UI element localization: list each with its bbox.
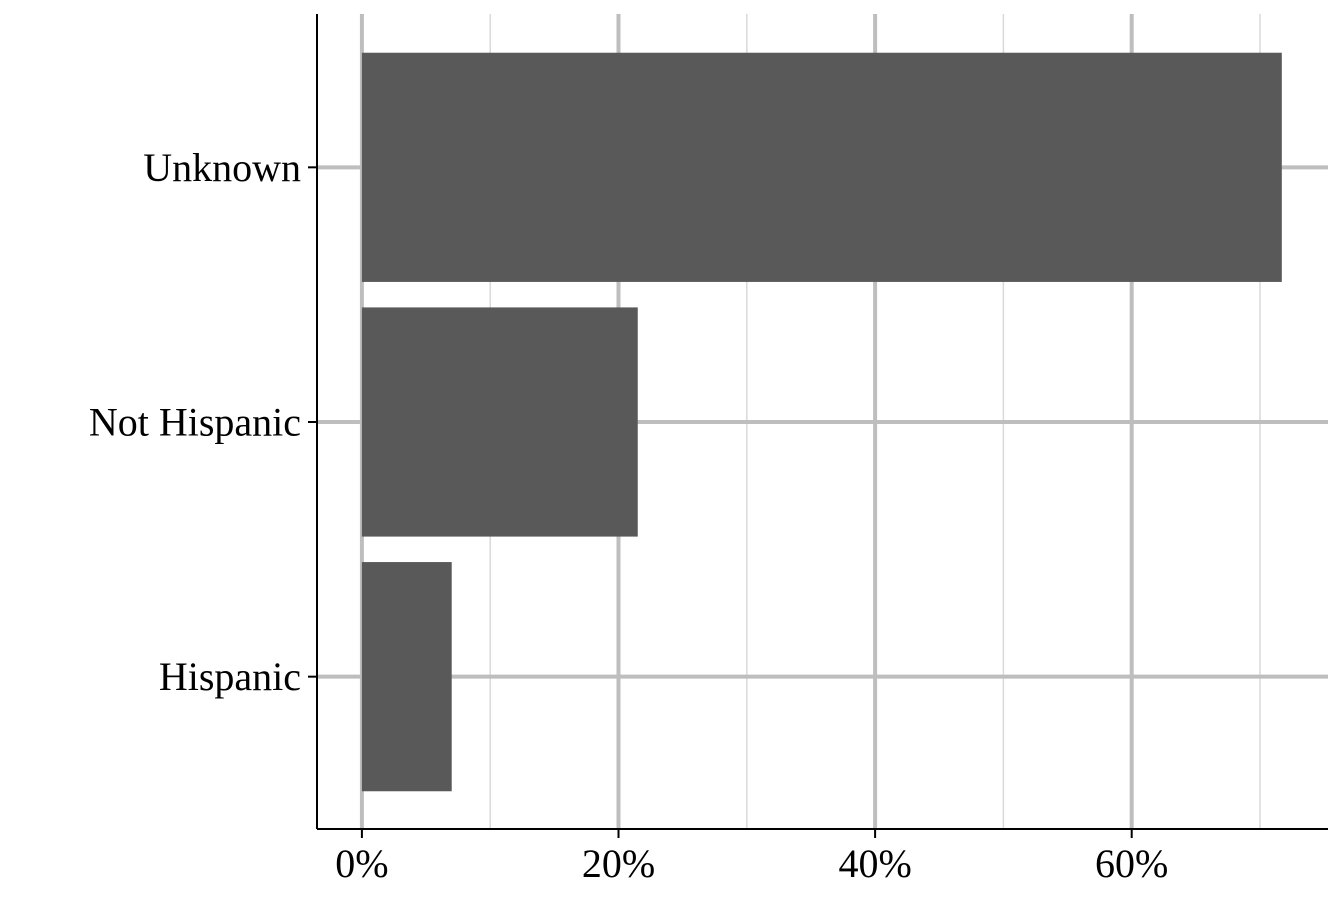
bar-unknown (361, 52, 1282, 282)
y-tick-label: Hispanic (159, 654, 301, 699)
bar-not-hispanic (361, 307, 638, 537)
bars (361, 52, 1282, 792)
x-tick-label: 40% (838, 841, 911, 886)
y-tick-label: Not Hispanic (89, 400, 301, 445)
x-tick-label: 0% (335, 841, 388, 886)
tick-labels: Hispanic Not Hispanic Unknown 0% 20% 40% 60% (89, 145, 1169, 886)
x-tick-label: 20% (582, 841, 655, 886)
bar-hispanic (361, 562, 452, 792)
x-tick-label: 60% (1095, 841, 1168, 886)
axes (308, 14, 1328, 838)
y-tick-label: Unknown (143, 145, 301, 190)
